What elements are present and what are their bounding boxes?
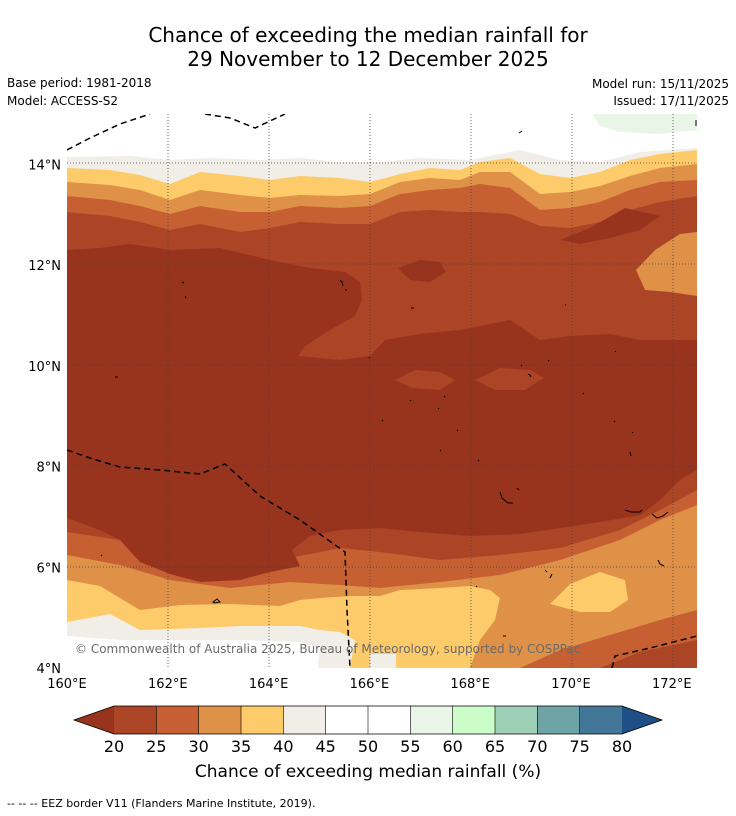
eez-border-lines bbox=[67, 114, 697, 668]
latitude-tick-label: 8°N bbox=[37, 461, 62, 476]
colorbar-tick-label: 75 bbox=[569, 737, 589, 756]
colorbar-tick-label: 60 bbox=[442, 737, 462, 756]
latitude-tick-label: 12°N bbox=[28, 259, 61, 274]
colorbar-tick-label: 40 bbox=[273, 737, 293, 756]
colorbar-segment bbox=[537, 706, 580, 734]
colorbar-outline bbox=[72, 705, 664, 735]
chart-title-line-2: 29 November to 12 December 2025 bbox=[187, 47, 549, 71]
contour-40-45-south-patch bbox=[370, 654, 396, 668]
model-run-date: Model run: 15/11/2025 bbox=[591, 77, 729, 91]
colorbar-tick-label: 35 bbox=[231, 737, 251, 756]
contour-45-50-south bbox=[67, 636, 320, 668]
copyright-notice: © Commonwealth of Australia 2025, Bureau… bbox=[75, 642, 580, 656]
colorbar: 20 25 30 35 40 45 50 55 60 65 70 75 80 bbox=[72, 705, 664, 756]
colorbar-segment bbox=[325, 706, 368, 734]
colorbar-high-extension bbox=[622, 706, 662, 734]
model-name: Model: ACCESS-S2 bbox=[7, 94, 119, 108]
colorbar-tick-label: 45 bbox=[315, 737, 335, 756]
chart-title-line-1: Chance of exceeding the median rainfall … bbox=[148, 23, 588, 47]
colorbar-segment bbox=[241, 706, 284, 734]
colorbar-segment bbox=[198, 706, 241, 734]
contour-below-20-core bbox=[67, 244, 697, 582]
colorbar-segment bbox=[156, 706, 199, 734]
contour-55-60-top bbox=[592, 114, 697, 134]
latitude-tick-label: 10°N bbox=[28, 360, 61, 375]
longitude-tick-label: 164°E bbox=[249, 677, 289, 692]
latitude-tick-label: 14°N bbox=[28, 158, 61, 173]
longitude-tick-label: 168°E bbox=[450, 677, 490, 692]
rainfall-probability-field: © Commonwealth of Australia 2025, Bureau… bbox=[67, 114, 697, 668]
colorbar-segment bbox=[410, 706, 453, 734]
colorbar-title: Chance of exceeding median rainfall (%) bbox=[194, 762, 542, 782]
eez-border-legend: -- -- -- EEZ border V11 (Flanders Marine… bbox=[7, 797, 316, 810]
colorbar-segment bbox=[495, 706, 538, 734]
colorbar-tick-label: 80 bbox=[612, 737, 632, 756]
longitude-tick-label: 170°E bbox=[551, 677, 591, 692]
colorbar-tick-label: 55 bbox=[400, 737, 420, 756]
colorbar-tick-label: 30 bbox=[188, 737, 208, 756]
longitude-tick-label: 166°E bbox=[350, 677, 390, 692]
colorbar-tick-label: 65 bbox=[485, 737, 505, 756]
colorbar-segment bbox=[114, 706, 157, 734]
contour-below-20-northeast bbox=[560, 208, 660, 244]
contour-20-25-pocket-west bbox=[395, 370, 455, 390]
contour-20-25-pocket-east bbox=[475, 368, 544, 390]
latitude-tick-label: 6°N bbox=[37, 561, 62, 576]
contour-below-20-patch bbox=[398, 260, 446, 282]
longitude-tick-label: 172°E bbox=[652, 677, 692, 692]
colorbar-segment bbox=[368, 706, 411, 734]
latitude-tick-labels: 14°N 12°N 10°N 8°N 6°N 4°N bbox=[28, 158, 61, 677]
colorbar-tick-label: 70 bbox=[527, 737, 547, 756]
colorbar-segment bbox=[452, 706, 495, 734]
issued-date: Issued: 17/11/2025 bbox=[613, 94, 729, 108]
colorbar-segment bbox=[579, 706, 622, 734]
longitude-tick-label: 162°E bbox=[148, 677, 188, 692]
colorbar-low-extension bbox=[74, 706, 114, 734]
islands bbox=[100, 120, 697, 637]
latitude-tick-label: 4°N bbox=[37, 662, 62, 677]
longitude-tick-label: 160°E bbox=[47, 677, 87, 692]
gridlines bbox=[67, 114, 697, 668]
base-period: Base period: 1981-2018 bbox=[7, 76, 152, 90]
contour-30-35-east-edge bbox=[636, 232, 697, 296]
colorbar-tick-label: 20 bbox=[104, 737, 124, 756]
colorbar-segment bbox=[283, 706, 326, 734]
colorbar-tick-label: 50 bbox=[358, 737, 378, 756]
contour-35-40-east-pocket bbox=[550, 572, 628, 612]
colorbar-tick-label: 25 bbox=[146, 737, 166, 756]
longitude-tick-labels: 160°E 162°E 164°E 166°E 168°E 170°E 172°E bbox=[47, 677, 691, 692]
